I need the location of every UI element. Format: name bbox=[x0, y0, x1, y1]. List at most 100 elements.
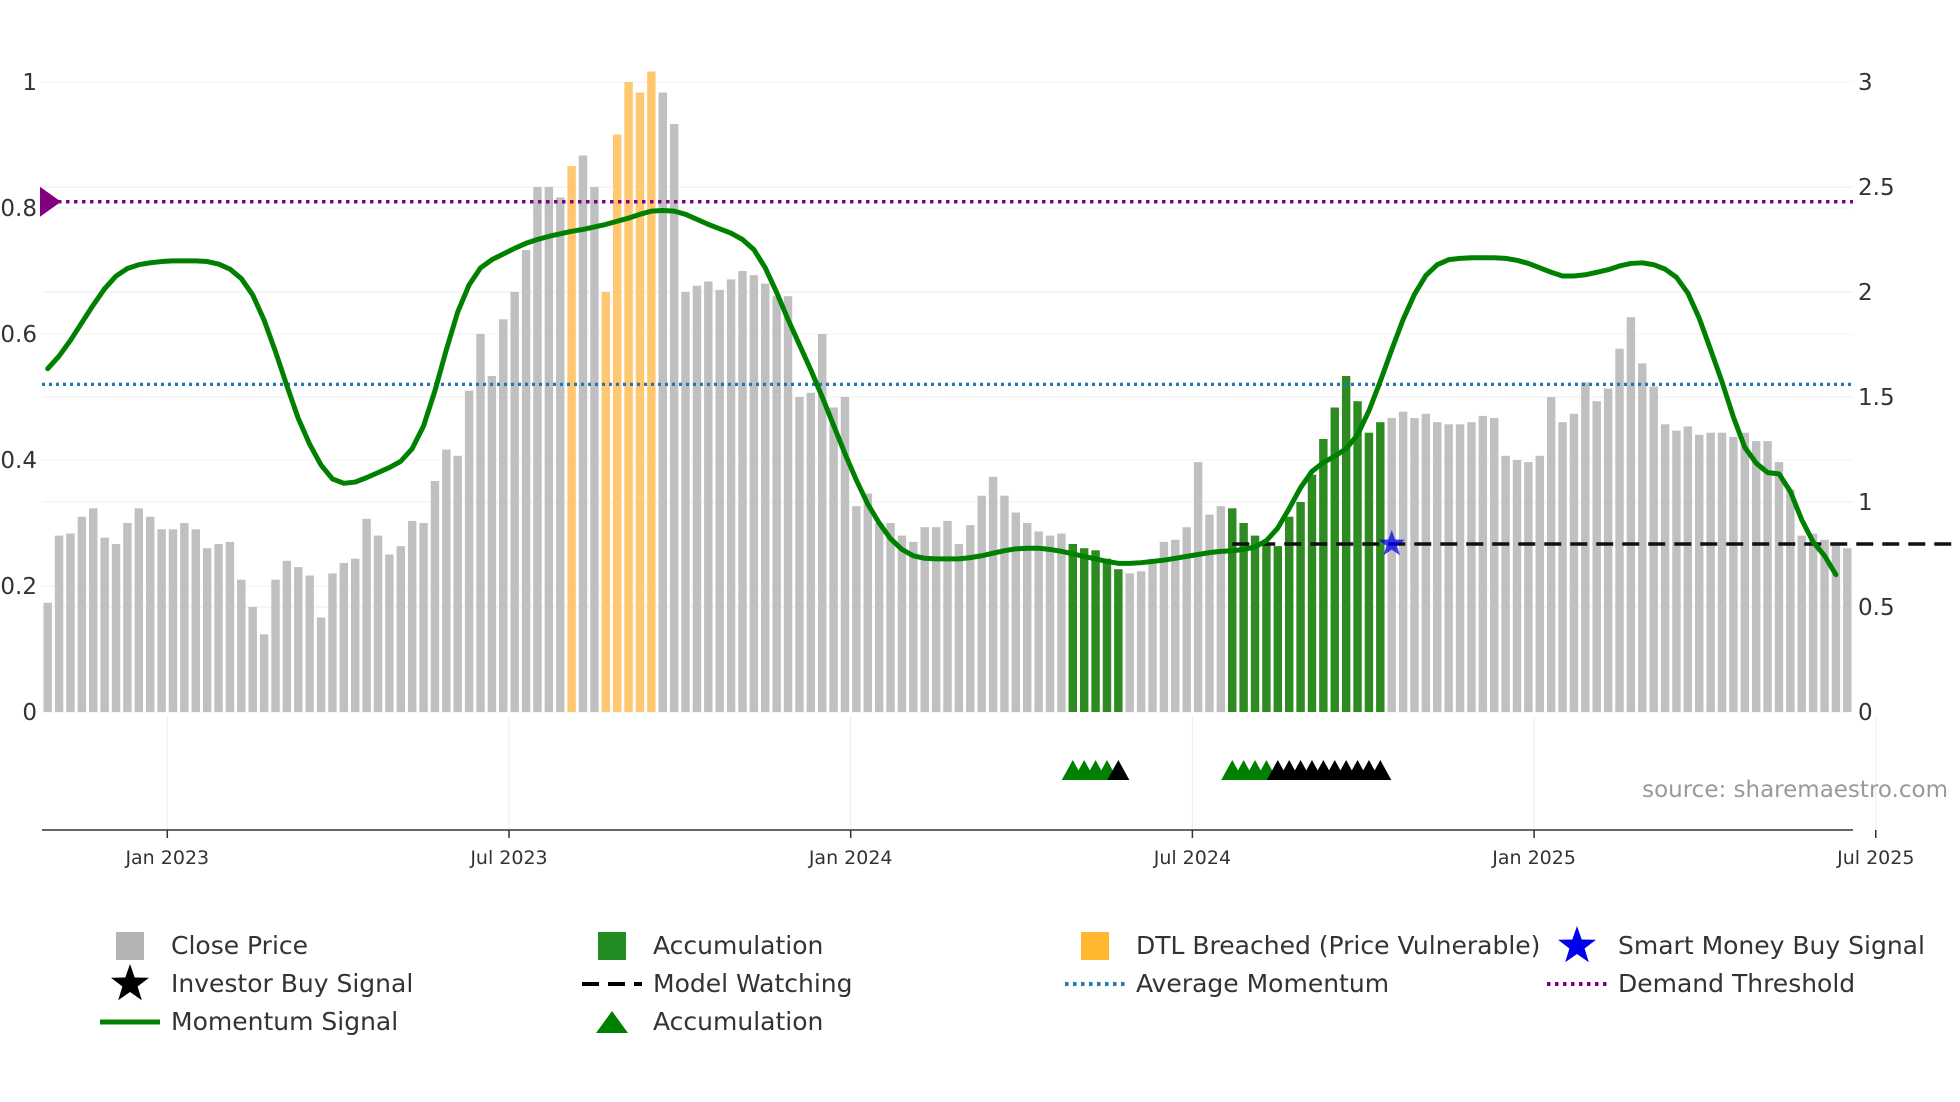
legend-label: Close Price bbox=[171, 931, 308, 960]
close-price-bar bbox=[1649, 386, 1658, 712]
close-price-bar bbox=[1205, 514, 1214, 712]
x-axis-tick: Jan 2023 bbox=[124, 847, 209, 869]
close-price-bar bbox=[1751, 441, 1761, 712]
close-price-bar bbox=[1455, 424, 1465, 712]
close-price-bar bbox=[715, 289, 724, 712]
x-axis-tick: Jul 2023 bbox=[469, 847, 547, 869]
close-price-bar bbox=[1102, 558, 1112, 712]
close-price-bar bbox=[1695, 434, 1704, 712]
close-price-bar bbox=[612, 134, 622, 712]
close-price-bar bbox=[624, 82, 633, 712]
close-price-bar bbox=[1740, 432, 1750, 712]
close-price-bar bbox=[1410, 418, 1419, 712]
close-price-bar bbox=[1512, 460, 1522, 712]
close-price-bar bbox=[1330, 407, 1339, 712]
close-price-bar bbox=[920, 527, 929, 712]
close-price-bar bbox=[442, 449, 451, 712]
close-price-bar bbox=[123, 523, 132, 712]
close-price-bar bbox=[191, 529, 200, 712]
close-price-bar bbox=[1239, 523, 1248, 712]
right-axis-tick: 1 bbox=[1858, 490, 1873, 516]
close-price-bar bbox=[1364, 432, 1374, 712]
close-price-bar bbox=[271, 579, 280, 712]
close-price-bar bbox=[1820, 539, 1829, 712]
source-note: source: sharemaestro.com bbox=[1642, 777, 1948, 803]
right-axis-tick: 3 bbox=[1858, 70, 1873, 96]
left-axis-tick: 0.8 bbox=[0, 196, 37, 222]
close-price-bar bbox=[1524, 462, 1533, 712]
close-price-bar bbox=[783, 296, 793, 712]
close-price-bar bbox=[1615, 348, 1624, 712]
left-axis-tick: 0.6 bbox=[0, 322, 37, 348]
close-price-bar bbox=[1136, 571, 1146, 712]
close-price-bar bbox=[931, 527, 941, 712]
legend-label: Accumulation bbox=[653, 1007, 823, 1036]
legend-square-icon bbox=[598, 932, 626, 960]
close-price-bar bbox=[134, 508, 144, 712]
right-axis-tick: 2 bbox=[1858, 280, 1873, 306]
left-axis-tick: 0.2 bbox=[0, 574, 37, 600]
legend-item-average: Average Momentum bbox=[1065, 969, 1389, 998]
close-price-bar bbox=[1011, 512, 1021, 712]
close-price-bar bbox=[669, 124, 679, 712]
close-price-bar bbox=[601, 292, 611, 712]
close-price-bar bbox=[692, 285, 702, 712]
close-price-bar bbox=[647, 71, 656, 712]
close-price-bar bbox=[1182, 527, 1191, 712]
close-price-bar bbox=[1034, 531, 1043, 712]
close-price-bar bbox=[225, 541, 235, 712]
close-price-bar bbox=[772, 296, 781, 712]
close-price-bar bbox=[966, 525, 975, 712]
close-price-bar bbox=[1444, 424, 1453, 712]
close-price-bar bbox=[1216, 506, 1226, 712]
close-price-bar bbox=[407, 520, 417, 712]
close-price-bar bbox=[248, 607, 257, 712]
close-price-bar bbox=[806, 392, 816, 712]
close-price-bar bbox=[829, 407, 838, 712]
close-price-bar bbox=[1000, 495, 1009, 712]
legend-square-icon bbox=[116, 932, 144, 960]
close-price-bar bbox=[1467, 422, 1476, 712]
close-price-bar bbox=[749, 275, 759, 712]
close-price-bar bbox=[1808, 533, 1818, 712]
close-price-bar bbox=[1786, 489, 1795, 712]
signal-markers bbox=[1061, 760, 1392, 780]
indicator-lines bbox=[40, 186, 1960, 578]
close-price-bar bbox=[1763, 441, 1772, 712]
close-price-bar bbox=[738, 271, 747, 712]
close-price-bar bbox=[1558, 422, 1567, 712]
close-price-bar bbox=[1159, 541, 1169, 712]
left-axis-tick: 0 bbox=[22, 700, 37, 726]
demand-threshold-marker bbox=[40, 186, 61, 217]
close-price-bar bbox=[544, 187, 554, 712]
close-price-bar bbox=[1091, 550, 1100, 712]
legend-label: Average Momentum bbox=[1136, 969, 1389, 998]
close-price-bar bbox=[1478, 415, 1488, 712]
close-price-bar bbox=[202, 548, 212, 712]
legend-star-icon bbox=[1558, 926, 1596, 963]
close-price-bar bbox=[362, 518, 371, 712]
close-price-bar bbox=[635, 92, 645, 712]
close-price-bar bbox=[419, 523, 428, 712]
close-price-bar bbox=[1706, 432, 1715, 712]
close-price-bar bbox=[874, 523, 884, 712]
close-price-bar bbox=[157, 529, 166, 712]
close-price-bar bbox=[66, 533, 75, 712]
left-axis-tick: 0.4 bbox=[0, 448, 37, 474]
legend-item-accum-bar: Accumulation bbox=[598, 931, 823, 960]
close-price-bar bbox=[977, 495, 986, 712]
close-price-bar bbox=[1353, 401, 1362, 712]
close-price-bar bbox=[237, 579, 246, 712]
legend-item-watching: Model Watching bbox=[582, 969, 853, 998]
close-price-bar bbox=[168, 529, 178, 712]
close-price-bar bbox=[1023, 523, 1032, 712]
close-price-bars bbox=[43, 71, 1852, 712]
smart-money-buy-star bbox=[1378, 530, 1405, 556]
legend-item-investor: Investor Buy Signal bbox=[111, 964, 413, 1001]
close-price-bar bbox=[726, 279, 736, 712]
close-price-bar bbox=[840, 397, 850, 712]
close-price-bar bbox=[89, 508, 98, 712]
close-price-bar bbox=[681, 292, 690, 712]
legend: Close Price Accumulation DTL Breached (Pri… bbox=[100, 926, 1925, 1036]
close-price-bar bbox=[567, 166, 576, 712]
